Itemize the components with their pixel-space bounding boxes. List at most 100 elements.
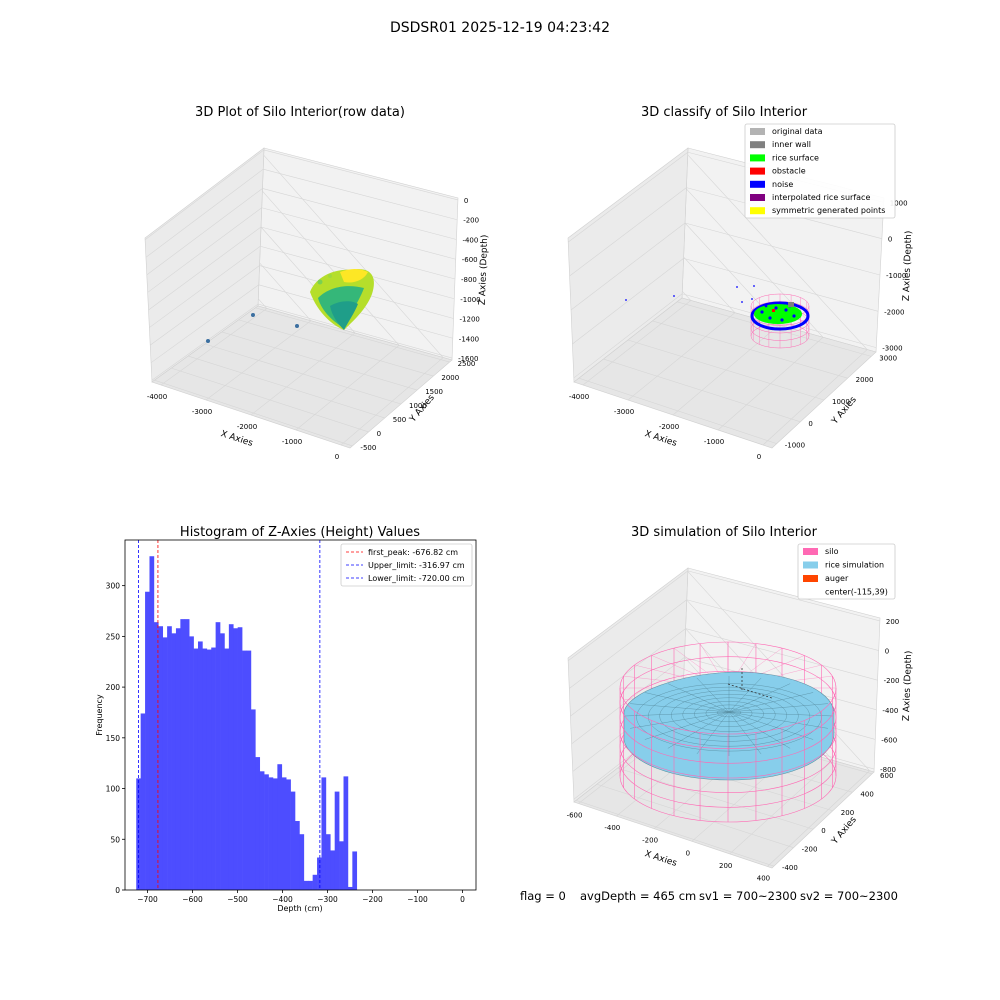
classify-grid-line [687,154,868,350]
figure-suptitle: DSDSR01 2025-12-19 04:23:42 [390,20,610,36]
histogram-x-axis-label: Depth (cm) [277,904,322,913]
classify-x-tick: -4000 [569,393,589,401]
simulation-x-tick: 0 [686,849,690,857]
raw-grid-line [150,284,259,363]
classify-grid-line [627,339,825,401]
histogram-legend-label: Lower_limit: -720.00 cm [368,574,465,583]
histogram-reference-lines [138,540,321,890]
raw-grid-line [148,226,262,311]
raw-grid-line [154,379,353,447]
classify-z-tick: -3000 [882,345,902,353]
raw-grid-line [238,319,434,377]
raw-y-tick: 1000 [409,402,427,410]
histogram-bar [197,641,203,890]
histogram-bar [228,624,234,890]
classify-grid-line [682,290,692,301]
rice-mesh-spoke [728,692,814,713]
classify-grid-line [603,358,801,423]
simulation-grid-line [729,760,834,855]
raw-z-tick: -600 [462,256,478,264]
histogram-bar [242,650,247,890]
classify-z-tick: -2000 [884,308,904,316]
histogram-bar [167,626,172,890]
rice-mesh-spoke [728,677,762,713]
simulation-z-tick: -400 [882,707,898,715]
classify-z-tick: 0 [888,236,892,244]
histogram-bar [158,626,164,890]
rice-mesh-spoke [728,711,791,749]
histogram-bar [281,777,287,890]
classify-y-tick: 1000 [832,398,850,406]
rice-simulation-mesh [624,676,834,756]
classify-legend-swatch [750,167,765,175]
classify-y-tick: 0 [808,420,812,428]
raw-tick-labels: -4000-3000-2000-10000-500050010001500200… [147,197,481,461]
classify-legend-label: symmetric generated points [772,206,885,215]
histogram-bar [237,627,243,890]
histogram-bar [308,880,313,890]
classify-noise-points [625,285,796,322]
raw-outlier-point [206,339,210,343]
classify-y-tick: -1000 [785,442,805,450]
raw-y-tick: 0 [377,430,381,438]
simulation-x-tick: -200 [642,837,658,845]
raw-z-tick: -800 [461,276,477,284]
histogram-bar [325,834,331,890]
histogram-bar [330,850,335,890]
raw-grid-line [171,367,369,433]
histogram-legend-label: first_peak: -676.82 cm [368,548,458,557]
classify-legend-box [744,123,896,219]
rice-mesh-spoke [728,711,828,729]
raw-grid-line [262,190,400,346]
simulation-y-tick: 0 [821,827,825,835]
raw-y-tick: -500 [360,444,376,452]
classify-grid-line [570,222,686,311]
simulation-legend-swatch [803,575,818,582]
raw-grid-line [257,303,453,359]
raw-z-tick: -400 [462,236,478,244]
classify-legend-label: rice surface [772,153,819,162]
histogram-x-tick-label: 0 [460,895,465,904]
histogram-bar [321,777,327,890]
classify-legend-swatch [750,141,765,149]
rice-mesh-spoke [644,692,730,713]
histogram-bar [255,757,261,890]
rice-mesh-spoke [630,703,730,713]
histogram-x-tick-label: −600 [182,895,203,904]
rice-mesh-spoke [728,711,834,717]
rice-mesh-spoke [728,711,814,740]
classify-legend-swatch [750,194,765,201]
raw-surface-top [340,269,368,283]
classify-legend-label: original data [772,127,823,136]
simulation-legend-box [797,543,896,600]
simulation-legend-swatch [803,548,818,555]
raw-z-tick: -1000 [460,296,480,304]
histogram-bar [193,648,199,890]
raw-grid-line [258,298,268,309]
raw-grid-line [204,343,402,405]
histogram-bar [303,880,309,890]
classify-grid-line [683,256,736,313]
panel-raw-3d: 3D Plot of Silo Interior(row data) -4000… [144,105,490,461]
histogram-x-tick-label: −500 [227,895,248,904]
flag-status: flag = 0 [520,889,566,903]
raw-grid-line [151,303,259,381]
classify-tick-labels: -4000-3000-2000-10000-10000100020003000-… [569,199,908,461]
classify-obstacle-point [772,309,775,312]
classify-legend-label: interpolated rice surface [772,193,870,202]
histogram-bar [264,774,269,890]
histogram-bar [250,709,256,890]
classify-z-tick: 1000 [890,199,908,207]
classify-grid-line [573,293,683,379]
raw-grid-line [263,168,458,221]
simulation-y-tick: 400 [860,790,873,798]
raw-grid-line [262,188,457,240]
simulation-x-axis-label: X Axies [643,849,678,869]
raw-point-cloud [206,269,374,343]
histogram-bar [184,619,190,890]
histogram-bar [339,841,344,890]
classify-legend-swatch [750,154,765,162]
classify-grid-line [572,258,684,345]
raw-grid-line [255,307,450,363]
classify-legend-label: obstacle [772,167,806,176]
